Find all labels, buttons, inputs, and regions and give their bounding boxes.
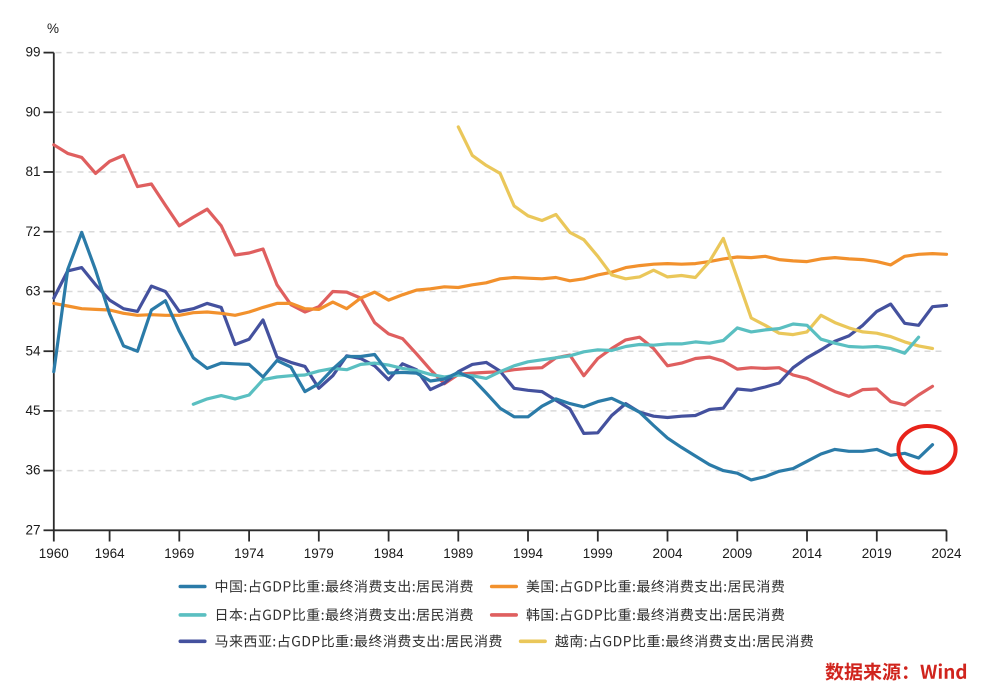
svg-text:1999: 1999 <box>583 546 613 561</box>
svg-text:2004: 2004 <box>652 546 683 561</box>
svg-text:2024: 2024 <box>931 546 962 561</box>
svg-text:72: 72 <box>25 224 40 239</box>
svg-text:27: 27 <box>25 522 40 537</box>
svg-text:2019: 2019 <box>862 546 892 561</box>
svg-text:%: % <box>47 21 59 36</box>
svg-text:54: 54 <box>25 343 41 358</box>
svg-text:1974: 1974 <box>234 546 265 561</box>
svg-text:99: 99 <box>25 45 40 60</box>
svg-text:1994: 1994 <box>513 546 544 561</box>
svg-text:1984: 1984 <box>374 546 405 561</box>
svg-text:36: 36 <box>25 463 40 478</box>
svg-text:1964: 1964 <box>95 546 126 561</box>
svg-text:63: 63 <box>25 284 40 299</box>
svg-text:1979: 1979 <box>304 546 334 561</box>
svg-text:2009: 2009 <box>722 546 752 561</box>
svg-text:45: 45 <box>25 403 40 418</box>
svg-text:81: 81 <box>25 164 40 179</box>
svg-text:90: 90 <box>25 104 40 119</box>
svg-text:1960: 1960 <box>39 546 69 561</box>
svg-text:1989: 1989 <box>443 546 473 561</box>
svg-text:2014: 2014 <box>792 546 823 561</box>
svg-text:1969: 1969 <box>164 546 194 561</box>
